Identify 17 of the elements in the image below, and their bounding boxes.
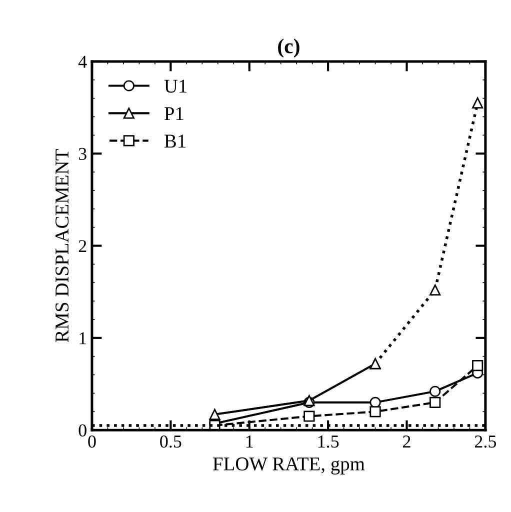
x-tick-label: 1 [246, 436, 253, 448]
y-tick-label: 3 [78, 148, 86, 160]
legend-label: B1 [164, 134, 186, 148]
x-tick-label: 0.5 [160, 435, 182, 448]
x-tick-label: 1.5 [318, 436, 339, 448]
y-tick-label: 1 [80, 332, 86, 344]
x-tick-label: 2 [403, 436, 410, 448]
y-axis-title: RMS DISPLACEMENT [56, 149, 69, 342]
y-tick-label: 4 [78, 56, 87, 68]
x-axis-title: FLOW RATE, gpm [213, 457, 365, 475]
chart-title: (c) [278, 38, 300, 58]
y-tick-label: 0 [78, 424, 86, 437]
legend-label: P1 [164, 107, 184, 120]
legend-label: U1 [164, 80, 187, 93]
x-tick-label: 2.5 [474, 436, 496, 448]
x-tick-label: 0 [88, 435, 96, 448]
y-tick-label: 2 [78, 240, 86, 252]
